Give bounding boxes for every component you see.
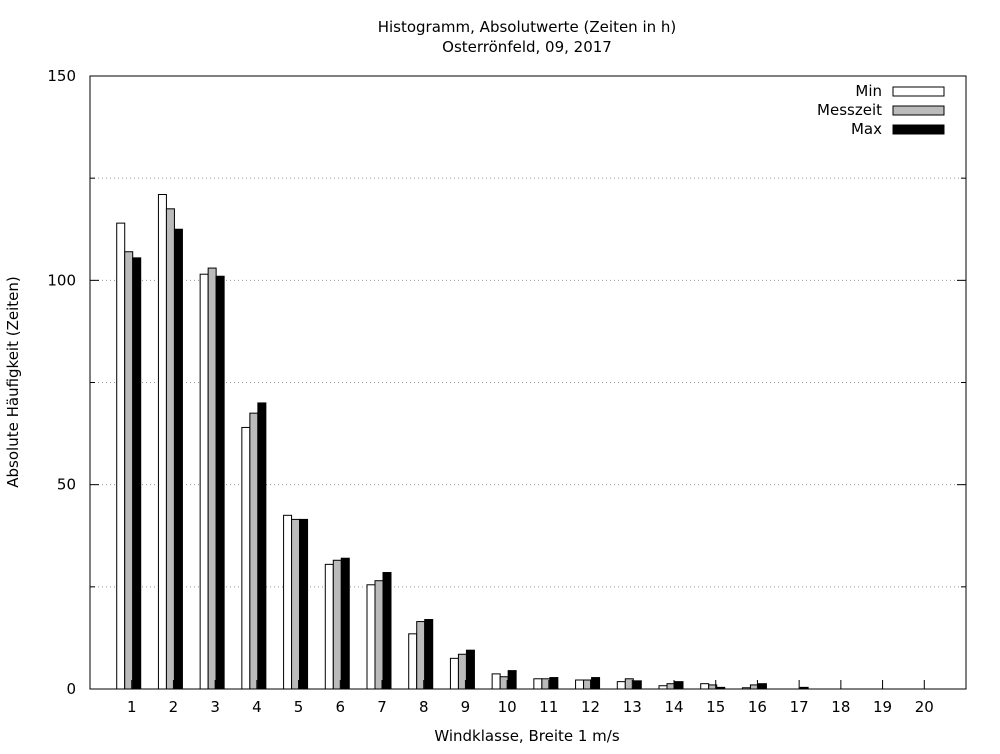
x-tick-label: 8 <box>419 698 429 716</box>
x-tick-label: 3 <box>210 698 220 716</box>
x-tick-label: 10 <box>498 698 517 716</box>
x-tick-label: 2 <box>169 698 179 716</box>
x-tick-label: 5 <box>294 698 304 716</box>
x-axis-label: Windklasse, Breite 1 m/s <box>434 727 620 745</box>
x-tick-label: 19 <box>873 698 892 716</box>
bar-min <box>449 657 459 690</box>
bar-min <box>575 679 585 690</box>
chart-subtitle: Osterrönfeld, 09, 2017 <box>442 38 612 56</box>
y-tick-label: 0 <box>66 680 76 698</box>
bar-max <box>132 257 142 690</box>
bar-min <box>283 514 293 690</box>
x-tick-label: 6 <box>336 698 346 716</box>
x-tick-label: 20 <box>915 698 934 716</box>
legend-label: Messzeit <box>817 101 882 119</box>
y-tick-label: 150 <box>47 67 76 85</box>
bar-messzeit <box>207 267 217 690</box>
x-tick-label: 9 <box>461 698 471 716</box>
chart-title: Histogramm, Absolutwerte (Zeiten in h) <box>378 18 677 36</box>
bar-max <box>382 572 392 690</box>
bar-max <box>591 677 601 690</box>
x-tick-label: 16 <box>748 698 767 716</box>
bar-max <box>340 557 350 690</box>
bar-max <box>257 402 267 690</box>
bar-min <box>491 673 501 690</box>
bar-max <box>549 677 559 690</box>
bar-messzeit <box>332 559 342 690</box>
bar-min <box>408 633 418 690</box>
legend-swatch <box>892 105 945 116</box>
x-tick-label: 4 <box>252 698 262 716</box>
bar-max <box>507 670 517 690</box>
bar-max <box>632 680 642 690</box>
bar-messzeit <box>165 208 175 690</box>
y-tick-label: 50 <box>57 476 76 494</box>
bar-messzeit <box>416 621 426 690</box>
bar-max <box>674 681 684 690</box>
legend-label: Max <box>851 120 882 138</box>
x-tick-label: 1 <box>127 698 137 716</box>
legend-label: Min <box>855 82 882 100</box>
bars-layer <box>116 194 809 690</box>
bar-min <box>157 194 167 690</box>
x-tick-label: 15 <box>706 698 725 716</box>
bar-min <box>366 584 376 690</box>
x-tick-label: 12 <box>581 698 600 716</box>
legend-swatch <box>892 124 945 135</box>
x-tick-label: 13 <box>623 698 642 716</box>
bar-max <box>173 228 183 690</box>
y-axis-label: Absolute Häufigkeit (Zeiten) <box>4 276 22 487</box>
x-tick-label: 7 <box>377 698 387 716</box>
bar-messzeit <box>249 412 259 690</box>
x-tick-label: 18 <box>831 698 850 716</box>
bar-max <box>215 275 225 690</box>
bar-messzeit <box>291 518 301 690</box>
bar-min <box>324 563 334 690</box>
x-tick-label: 17 <box>790 698 809 716</box>
bar-messzeit <box>374 580 384 690</box>
bar-min <box>700 683 710 690</box>
bar-max <box>757 683 767 690</box>
bar-messzeit <box>124 251 134 690</box>
bar-max <box>299 518 309 690</box>
bar-min <box>533 678 543 690</box>
bar-min <box>199 273 209 690</box>
bar-min <box>116 222 126 690</box>
bar-max <box>465 649 475 690</box>
legend-swatch <box>892 86 945 97</box>
bar-max <box>424 619 434 690</box>
x-tick-label: 11 <box>539 698 558 716</box>
bar-min <box>241 426 251 690</box>
x-tick-label: 14 <box>664 698 683 716</box>
y-tick-label: 100 <box>47 271 76 289</box>
plot-frame <box>89 75 967 690</box>
bar-min <box>616 681 626 690</box>
